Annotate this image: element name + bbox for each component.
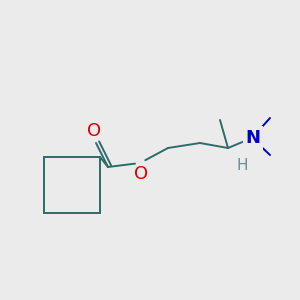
Text: O: O (87, 122, 101, 140)
Text: H: H (236, 158, 248, 173)
Text: N: N (245, 129, 260, 147)
Text: O: O (134, 165, 148, 183)
